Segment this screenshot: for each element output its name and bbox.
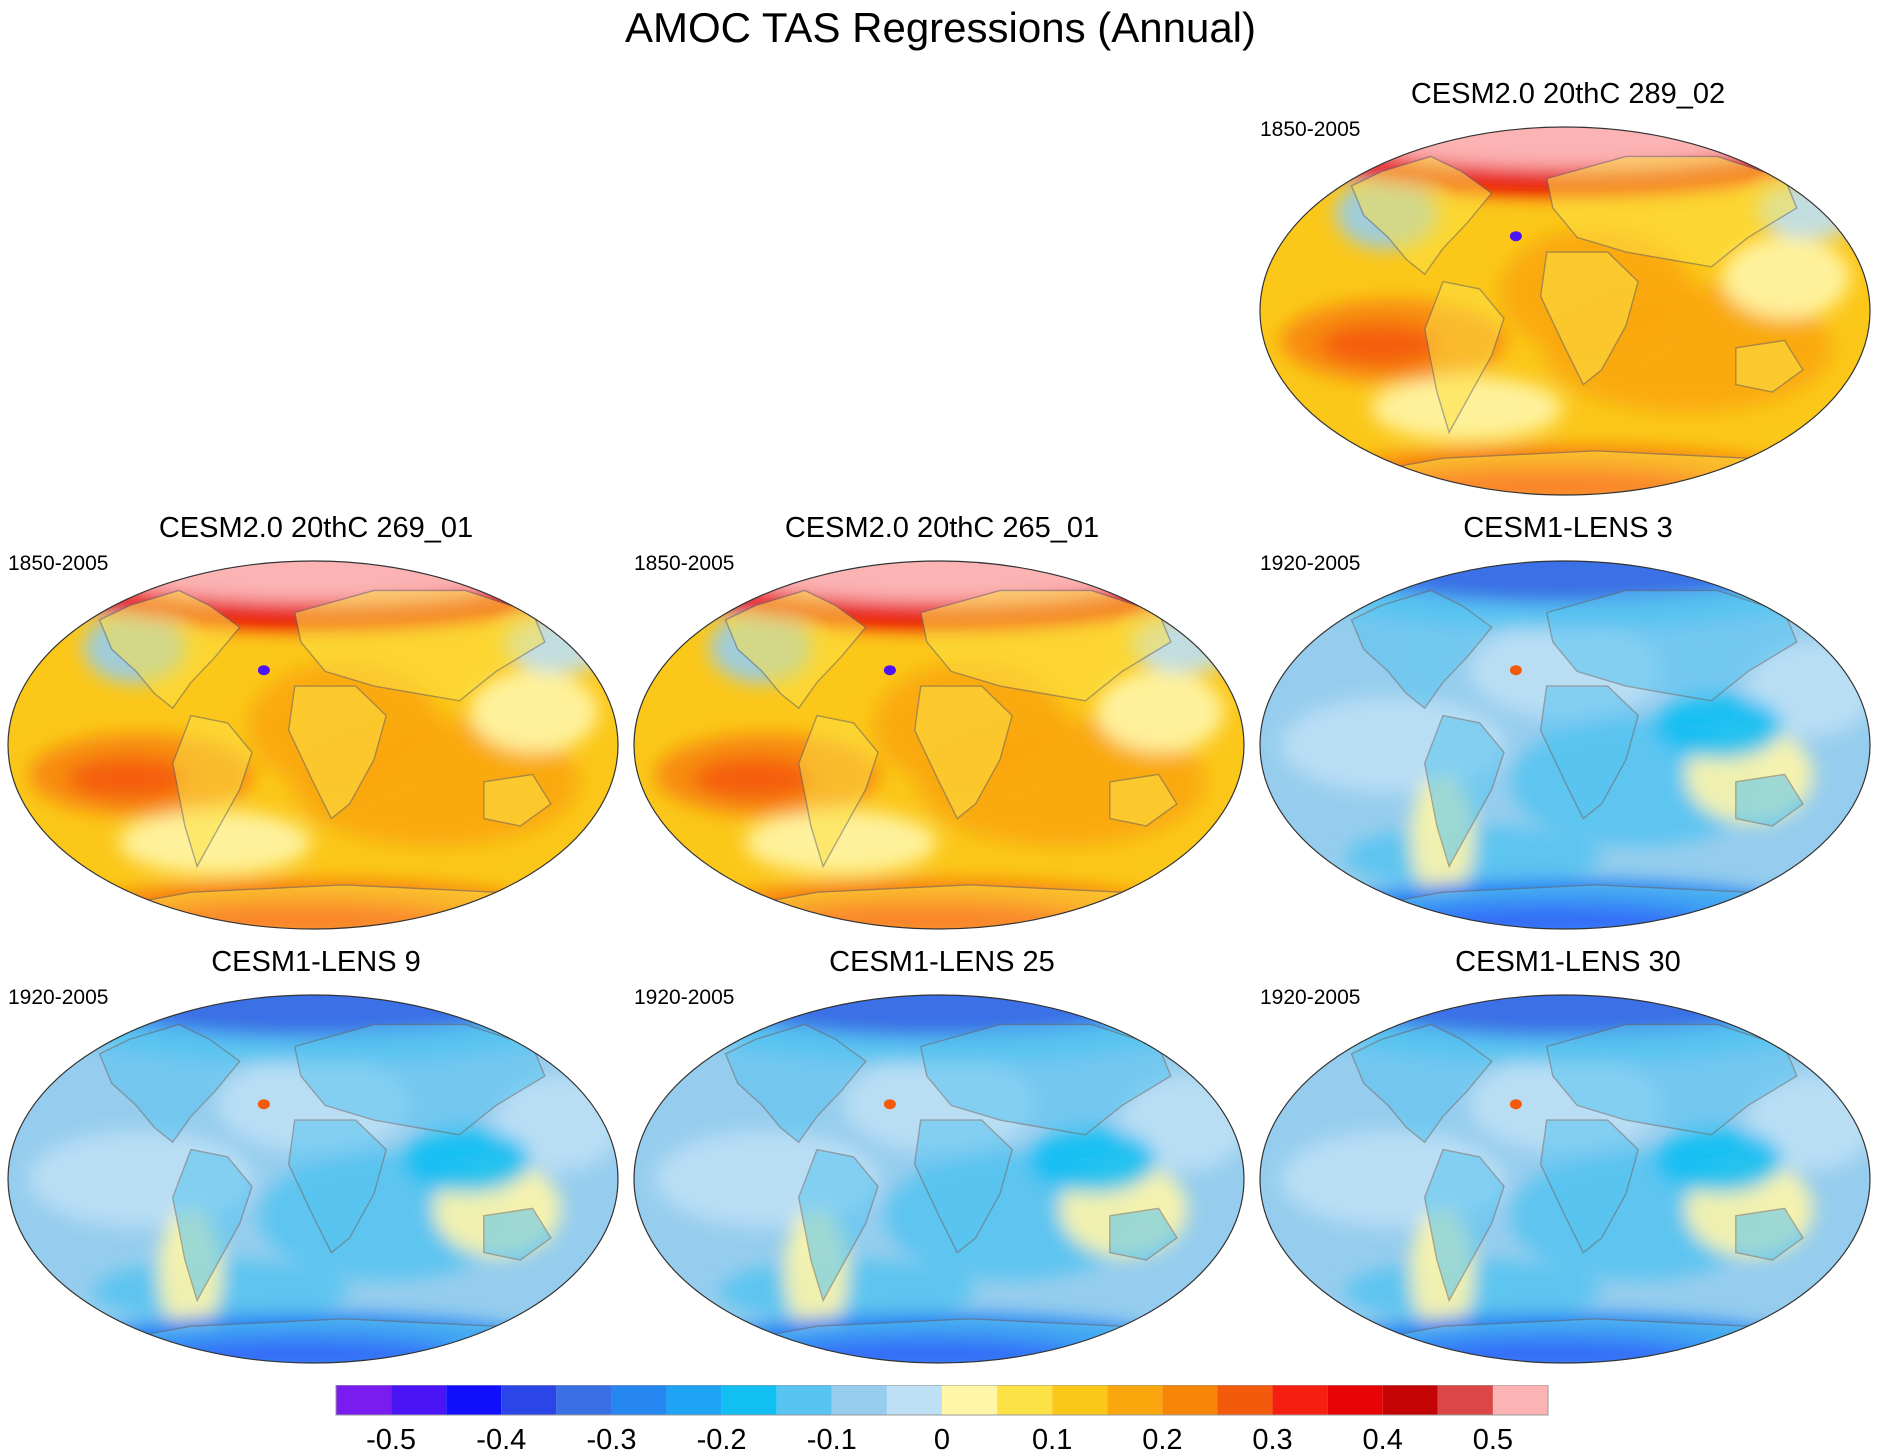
panel-period: 1920-2005 bbox=[634, 986, 735, 1009]
colorbar-swatch bbox=[501, 1385, 557, 1415]
colorbar-swatch bbox=[446, 1385, 502, 1415]
land-outline bbox=[293, 589, 546, 702]
land-outline bbox=[1735, 1207, 1804, 1261]
panel-period: 1920-2005 bbox=[8, 986, 109, 1009]
panel-cesm1-lens-25: CESM1-LENS 25 1920-2005 bbox=[632, 946, 1252, 1364]
colorbar-swatch bbox=[1217, 1385, 1273, 1415]
panel-period: 1920-2005 bbox=[1260, 552, 1361, 575]
land-outline bbox=[1545, 589, 1798, 702]
colorbar-swatch bbox=[721, 1385, 777, 1415]
colorbar-tick-label: -0.2 bbox=[697, 1424, 747, 1456]
map-projection bbox=[1259, 560, 1871, 930]
land-outline bbox=[1545, 1023, 1798, 1136]
map-projection bbox=[633, 994, 1245, 1364]
panel-period: 1850-2005 bbox=[1260, 118, 1361, 141]
land-outline bbox=[913, 685, 1013, 820]
land-outline bbox=[1423, 714, 1505, 869]
land-outline bbox=[1423, 1148, 1505, 1303]
land-outline bbox=[483, 1207, 552, 1261]
colorbar-swatch bbox=[831, 1385, 887, 1415]
land-outline bbox=[171, 714, 253, 869]
land-outline bbox=[1350, 155, 1493, 276]
colorbar-swatch bbox=[776, 1385, 832, 1415]
land-outline bbox=[1735, 773, 1804, 827]
land-outline bbox=[1539, 685, 1639, 820]
colorbar-tick-label: 0.3 bbox=[1252, 1424, 1292, 1456]
land-outline bbox=[797, 1148, 879, 1303]
land-outline bbox=[797, 714, 879, 869]
map-projection bbox=[633, 560, 1245, 930]
colorbar-swatch bbox=[1052, 1385, 1108, 1415]
colorbar-swatch bbox=[1327, 1385, 1383, 1415]
panel-title: CESM2.0 20thC 289_02 bbox=[1410, 78, 1726, 110]
panel-title: CESM1-LENS 25 bbox=[829, 946, 1055, 978]
colorbar-swatch bbox=[336, 1385, 392, 1415]
land-outline bbox=[1350, 589, 1493, 710]
colorbar-swatch bbox=[886, 1385, 942, 1415]
land-outline bbox=[1539, 251, 1639, 386]
land-outline bbox=[1545, 155, 1798, 268]
land-outline bbox=[1539, 1119, 1639, 1254]
figure-title: AMOC TAS Regressions (Annual) bbox=[624, 4, 1256, 51]
panel-cesm2-265-01: CESM2.0 20thC 265_01 1850-2005 bbox=[632, 512, 1252, 930]
land-outline bbox=[171, 1148, 253, 1303]
colorbar-tick-label: -0.1 bbox=[807, 1424, 857, 1456]
colorbar-swatch bbox=[1107, 1385, 1163, 1415]
map-projection bbox=[7, 994, 619, 1364]
colorbar-tick-label: -0.5 bbox=[366, 1424, 416, 1456]
colorbar-swatch bbox=[942, 1385, 998, 1415]
map-projection bbox=[7, 560, 619, 930]
land-outline bbox=[919, 589, 1172, 702]
colorbar-tick-label: 0.5 bbox=[1473, 1424, 1513, 1456]
land-outline bbox=[287, 685, 387, 820]
land-outline bbox=[1109, 1207, 1178, 1261]
panel-period: 1850-2005 bbox=[634, 552, 735, 575]
land-outline bbox=[1350, 1023, 1493, 1144]
panel-title: CESM1-LENS 3 bbox=[1463, 512, 1673, 544]
colorbar-tick-label: -0.3 bbox=[587, 1424, 637, 1456]
map-projection bbox=[1259, 994, 1871, 1364]
land-outline bbox=[98, 1023, 241, 1144]
panel-cesm1-lens-9: CESM1-LENS 9 1920-2005 bbox=[6, 946, 626, 1364]
panel-title: CESM2.0 20thC 269_01 bbox=[158, 512, 474, 544]
colorbar-tick-label: 0.2 bbox=[1142, 1424, 1182, 1456]
land-outline bbox=[98, 589, 241, 710]
panel-title: CESM1-LENS 30 bbox=[1455, 946, 1681, 978]
land-outline bbox=[724, 1023, 867, 1144]
land-outline bbox=[1735, 339, 1804, 393]
land-outline bbox=[913, 1119, 1013, 1254]
colorbar-swatch bbox=[611, 1385, 667, 1415]
land-outline bbox=[287, 1119, 387, 1254]
colorbar-swatch bbox=[1162, 1385, 1218, 1415]
colorbar-tick-label: 0 bbox=[934, 1424, 950, 1456]
colorbar-swatch bbox=[997, 1385, 1053, 1415]
panel-cesm1-lens-30: CESM1-LENS 30 1920-2005 bbox=[1258, 946, 1878, 1364]
land-outline bbox=[483, 773, 552, 827]
colorbar-swatch bbox=[666, 1385, 722, 1415]
colorbar-tick-label: 0.4 bbox=[1363, 1424, 1403, 1456]
colorbar-tick-label: -0.4 bbox=[476, 1424, 526, 1456]
colorbar: -0.5 -0.4 -0.3 -0.2 -0.1 0 0.1 0.2 0.3 0.4 0.5 bbox=[335, 1385, 1549, 1456]
panel-period: 1850-2005 bbox=[8, 552, 109, 575]
map-projection bbox=[1259, 126, 1871, 496]
panel-title: CESM2.0 20thC 265_01 bbox=[784, 512, 1100, 544]
land-outline bbox=[919, 1023, 1172, 1136]
land-outline bbox=[1109, 773, 1178, 827]
panel-cesm2-269-01: CESM2.0 20thC 269_01 1850-2005 bbox=[6, 512, 626, 930]
colorbar-swatch bbox=[1272, 1385, 1328, 1415]
land-outline bbox=[1423, 280, 1505, 435]
panel-period: 1920-2005 bbox=[1260, 986, 1361, 1009]
land-outline bbox=[293, 1023, 546, 1136]
panel-cesm2-289-02: CESM2.0 20thC 289_02 1850-2005 bbox=[1258, 78, 1878, 496]
colorbar-tick-label: 0.1 bbox=[1032, 1424, 1072, 1456]
colorbar-swatch bbox=[1382, 1385, 1438, 1415]
land-outline bbox=[724, 589, 867, 710]
colorbar-swatch bbox=[1492, 1385, 1548, 1415]
colorbar-swatch bbox=[556, 1385, 612, 1415]
panel-cesm1-lens-3: CESM1-LENS 3 1920-2005 bbox=[1258, 512, 1878, 930]
colorbar-swatch bbox=[1437, 1385, 1493, 1415]
panel-title: CESM1-LENS 9 bbox=[211, 946, 421, 978]
colorbar-swatch bbox=[391, 1385, 447, 1415]
